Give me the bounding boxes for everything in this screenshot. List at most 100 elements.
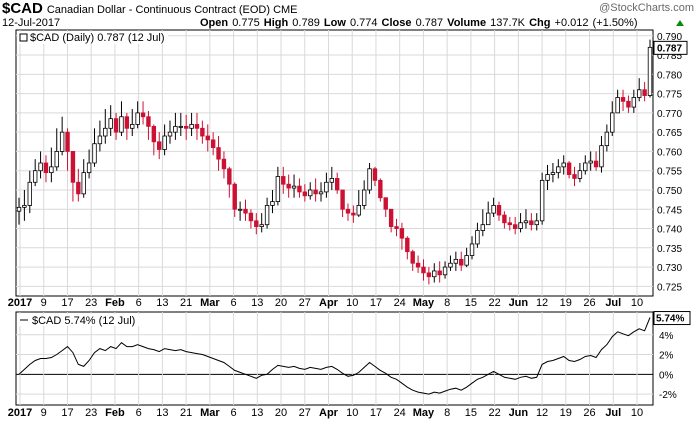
x-axis-label: 17 [61, 407, 73, 419]
candle-body [583, 162, 588, 172]
candle-body [599, 145, 604, 168]
roc-tick-label: 4% [659, 331, 674, 342]
last-roc-label: 5.74% [656, 314, 684, 325]
x-axis-label: 10 [631, 297, 643, 309]
candle-body [54, 151, 59, 168]
x-axis-label: 13 [156, 297, 168, 309]
volume-value: 137.7K [490, 17, 526, 29]
candle-body [588, 160, 593, 164]
low-value: 0.774 [349, 17, 378, 29]
candle-body [16, 206, 22, 212]
x-axis-label: 12 [536, 297, 548, 309]
last-price-label: 0.787 [657, 43, 682, 54]
candle-body [475, 230, 480, 245]
candle-body [491, 205, 496, 214]
x-axis-label: 24 [394, 407, 406, 419]
price-legend: $CAD (Daily) 0.787 (12 Jul) [30, 32, 165, 44]
candle-body [275, 176, 281, 202]
candle-body [356, 205, 361, 216]
price-tick-label: 0.760 [657, 147, 682, 158]
x-axis-label: Apr [319, 297, 339, 309]
candle-body [566, 162, 572, 175]
last-roc-box [653, 311, 691, 326]
x-axis-label: 17 [370, 297, 382, 309]
candle-body [410, 251, 415, 264]
candle-body [604, 131, 610, 147]
candle-body [270, 201, 275, 206]
candle-body [313, 189, 318, 195]
x-axis-label: 23 [85, 297, 97, 309]
candle-body [556, 166, 561, 174]
candle-body [453, 258, 459, 264]
candle-body [637, 89, 642, 98]
candle-body [221, 158, 227, 170]
candle-body [189, 124, 194, 129]
candle-body [92, 143, 97, 164]
x-axis-label: Mar [200, 297, 220, 309]
candle-body [232, 183, 237, 210]
candle-body [550, 172, 556, 175]
candle-body [340, 189, 345, 210]
price-tick-label: 0.745 [657, 205, 682, 216]
candle-body [254, 220, 259, 228]
x-axis-label: 20 [275, 297, 287, 309]
price-tick-label: 0.790 [657, 32, 682, 43]
price-tick-label: 0.730 [657, 263, 682, 274]
candle-body [183, 125, 189, 129]
x-axis-label: 19 [560, 407, 572, 419]
instrument-name: Canadian Dollar - Continuous Contract (E… [46, 4, 270, 16]
candle-body [615, 97, 620, 114]
candle-body [378, 179, 383, 199]
price-tick-label: 0.735 [657, 244, 682, 255]
candle-body [70, 151, 76, 183]
x-axis-label: 13 [251, 407, 263, 419]
candle-body [561, 162, 566, 168]
open-label: Open [200, 17, 229, 29]
candle-body [291, 185, 297, 189]
candle-body [146, 116, 151, 127]
chg-value: +0.012 (+1.50%) [554, 17, 638, 29]
price-tick-label: 0.770 [657, 109, 682, 120]
candle-body [65, 131, 70, 152]
x-axis-label: 6 [136, 407, 142, 419]
candle-body [243, 208, 248, 214]
candle-body [383, 197, 388, 210]
candle-body [329, 178, 335, 183]
chart-header: $CAD Canadian Dollar - Continuous Contrac… [2, 0, 298, 17]
candle-body [297, 185, 302, 193]
candle-body [593, 160, 599, 168]
candle-body [216, 147, 221, 160]
candle-body [394, 226, 399, 229]
candle-body [545, 174, 550, 181]
candle-body [464, 255, 469, 266]
x-axis-label: Mar [200, 407, 220, 419]
x-axis-label: 26 [583, 407, 595, 419]
x-axis-label: 10 [346, 297, 358, 309]
ohlc-summary: Open 0.775 High 0.789 Low 0.774 Close 0.… [200, 17, 638, 29]
candle-body [437, 270, 442, 276]
candle-body [167, 131, 173, 137]
candle-body [318, 191, 324, 195]
x-axis-label: 2017 [8, 297, 32, 309]
candle-body [324, 181, 329, 193]
candle-body [113, 118, 119, 133]
roc-tick-label: 0% [659, 370, 674, 381]
x-axis-label: 21 [180, 407, 192, 419]
price-tick-label: 0.740 [657, 225, 682, 236]
x-axis-label: 21 [180, 297, 192, 309]
candle-body [281, 176, 286, 185]
candle-body [227, 168, 232, 185]
candle-body [210, 139, 216, 148]
x-axis-label: Apr [319, 407, 339, 419]
x-axis-label: 27 [299, 407, 311, 419]
candle-body [399, 228, 405, 239]
candle-body [631, 97, 637, 108]
candle-body [308, 189, 313, 197]
candle-body [237, 208, 243, 211]
candle-body [97, 135, 103, 145]
x-axis-label: 17 [61, 297, 73, 309]
x-axis-label: 15 [465, 407, 477, 419]
x-axis-label: Jun [509, 407, 529, 419]
candle-body [38, 162, 43, 172]
candle-body [205, 135, 210, 141]
